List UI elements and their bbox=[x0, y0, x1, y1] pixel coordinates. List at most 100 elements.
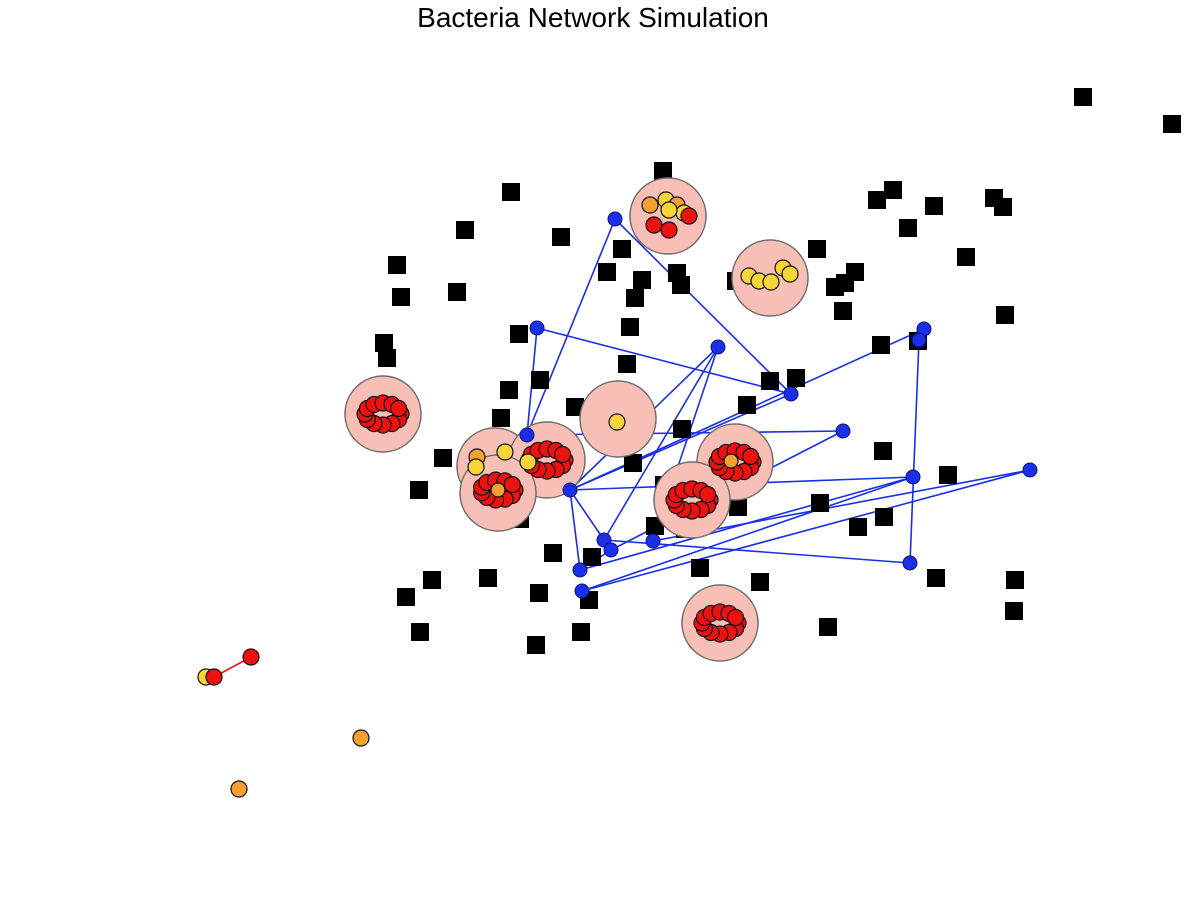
bacterium-yellow bbox=[467, 458, 485, 476]
square-node bbox=[479, 569, 497, 587]
network-edge bbox=[581, 476, 914, 592]
square-nodes bbox=[375, 88, 1181, 654]
network-edge bbox=[569, 489, 605, 541]
square-node bbox=[884, 181, 902, 199]
square-node bbox=[544, 544, 562, 562]
free-bacteria bbox=[197, 648, 370, 798]
cluster-circle bbox=[681, 584, 759, 662]
bacterium-orange bbox=[352, 729, 370, 747]
square-node bbox=[994, 198, 1012, 216]
chart-title: Bacteria Network Simulation bbox=[417, 2, 769, 33]
square-node bbox=[388, 256, 406, 274]
square-node bbox=[633, 271, 651, 289]
blue-node bbox=[519, 427, 535, 443]
square-node bbox=[502, 183, 520, 201]
network-edge bbox=[536, 327, 792, 395]
square-node bbox=[613, 240, 631, 258]
square-node bbox=[583, 548, 601, 566]
network-edge bbox=[581, 469, 1031, 592]
network-edge bbox=[603, 346, 719, 541]
bacteria-clusters bbox=[344, 177, 809, 662]
blue-node bbox=[905, 469, 921, 485]
network-edge bbox=[569, 489, 581, 571]
square-node bbox=[411, 623, 429, 641]
square-node bbox=[1163, 115, 1181, 133]
square-node bbox=[738, 396, 756, 414]
square-node bbox=[552, 228, 570, 246]
bacterium-red bbox=[503, 475, 521, 494]
square-node bbox=[925, 197, 943, 215]
bacterium-red bbox=[660, 221, 678, 239]
square-node bbox=[434, 449, 452, 467]
bacterium-red bbox=[389, 399, 408, 418]
blue-node bbox=[783, 386, 799, 402]
square-node bbox=[378, 349, 396, 367]
square-node bbox=[1005, 602, 1023, 620]
square-node bbox=[849, 518, 867, 536]
square-node bbox=[510, 325, 528, 343]
square-node bbox=[410, 481, 428, 499]
cluster-circle bbox=[653, 461, 731, 539]
square-node bbox=[621, 318, 639, 336]
blue-node bbox=[574, 583, 590, 599]
square-node bbox=[492, 409, 510, 427]
square-node bbox=[939, 466, 957, 484]
bacterium-red bbox=[205, 668, 223, 686]
blue-node bbox=[572, 562, 588, 578]
square-node bbox=[868, 191, 886, 209]
square-node bbox=[626, 289, 644, 307]
blue-node bbox=[645, 533, 661, 549]
square-node bbox=[572, 623, 590, 641]
square-node bbox=[1074, 88, 1092, 106]
bacterium-yellow bbox=[519, 453, 537, 471]
square-node bbox=[834, 302, 852, 320]
square-node bbox=[808, 240, 826, 258]
square-node bbox=[751, 573, 769, 591]
square-node bbox=[875, 508, 893, 526]
bacterium-red bbox=[553, 445, 572, 464]
square-node bbox=[957, 248, 975, 266]
blue-node bbox=[710, 339, 726, 355]
bacterium-orange bbox=[230, 780, 248, 798]
square-node bbox=[729, 498, 747, 516]
bacterium-red bbox=[741, 447, 760, 466]
blue-node bbox=[562, 482, 578, 498]
network-edge bbox=[614, 218, 792, 395]
square-node bbox=[996, 306, 1014, 324]
square-node bbox=[927, 569, 945, 587]
bacterium-yellow bbox=[762, 273, 780, 291]
bacterium-red bbox=[680, 207, 698, 225]
bacterium-orange bbox=[490, 482, 506, 498]
bacterium-yellow bbox=[781, 265, 799, 283]
bacterium-red bbox=[726, 608, 745, 627]
square-node bbox=[598, 263, 616, 281]
square-node bbox=[392, 288, 410, 306]
square-node bbox=[566, 398, 584, 416]
square-node bbox=[811, 494, 829, 512]
square-node bbox=[456, 221, 474, 239]
square-node bbox=[618, 355, 636, 373]
bacterium-yellow bbox=[608, 413, 626, 431]
square-node bbox=[397, 588, 415, 606]
square-node bbox=[527, 636, 545, 654]
bacterium-yellow bbox=[660, 201, 678, 219]
bacterium-yellow bbox=[496, 443, 514, 461]
network-edge bbox=[526, 218, 616, 436]
blue-node bbox=[1022, 462, 1038, 478]
square-node bbox=[1006, 571, 1024, 589]
cluster-circle bbox=[344, 375, 422, 453]
square-node bbox=[375, 334, 393, 352]
square-node bbox=[872, 336, 890, 354]
square-node bbox=[646, 517, 664, 535]
square-node bbox=[500, 381, 518, 399]
square-node bbox=[874, 442, 892, 460]
square-node bbox=[826, 278, 844, 296]
blue-node bbox=[902, 555, 918, 571]
blue-nodes bbox=[519, 211, 1038, 599]
network-edge bbox=[909, 339, 920, 564]
bacterium-orange bbox=[723, 453, 739, 469]
blue-node bbox=[607, 211, 623, 227]
square-node bbox=[761, 372, 779, 390]
blue-node bbox=[835, 423, 851, 439]
